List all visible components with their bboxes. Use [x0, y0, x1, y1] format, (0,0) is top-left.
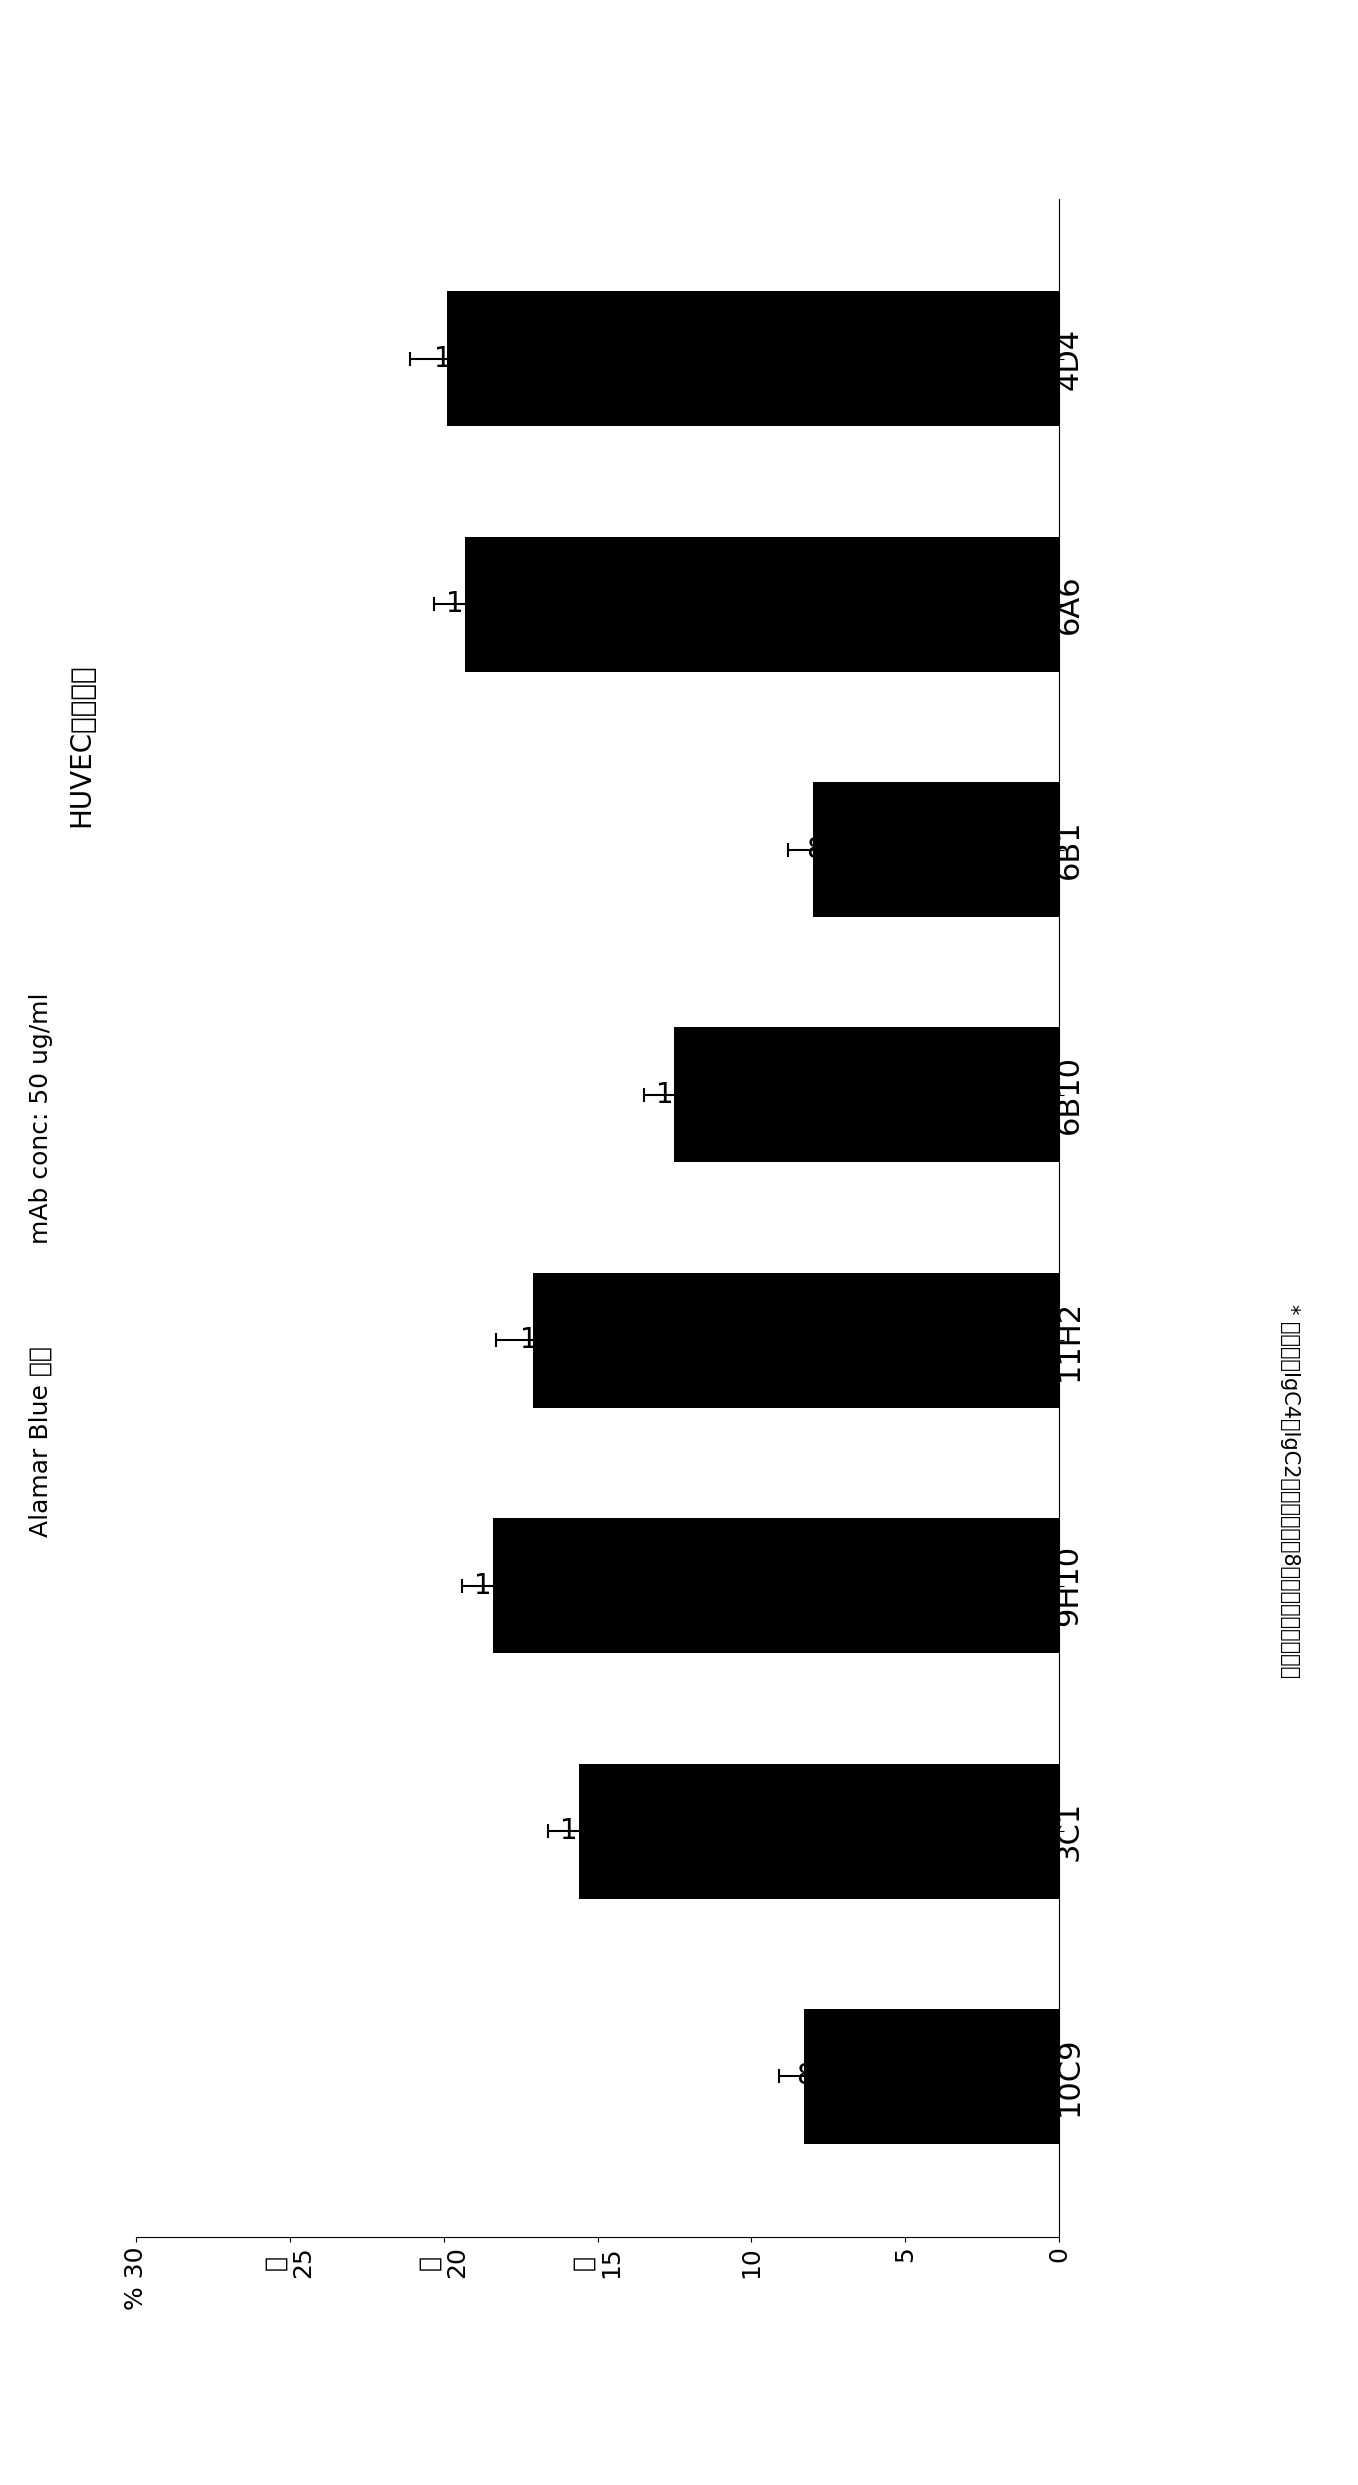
Bar — [532, 1272, 1059, 1409]
Bar — [813, 783, 1059, 917]
Bar — [466, 537, 1059, 671]
Bar — [579, 1764, 1059, 1899]
Text: 8.0: 8.0 — [805, 835, 850, 865]
Text: 19.9: 19.9 — [435, 345, 496, 373]
Text: 18.4: 18.4 — [474, 1571, 536, 1600]
Text: mAb conc: 50 ug/ml: mAb conc: 50 ug/ml — [29, 992, 53, 1245]
Bar — [804, 2008, 1059, 2145]
Bar — [493, 1518, 1059, 1653]
Text: * 归一化至IgC4和IgC2同种型对照。8个试验的数据概括。: * 归一化至IgC4和IgC2同种型对照。8个试验的数据概括。 — [1281, 1305, 1300, 1677]
Text: 17.1: 17.1 — [520, 1327, 583, 1354]
Text: 12.5: 12.5 — [656, 1081, 717, 1108]
Bar — [447, 291, 1059, 427]
Text: Alamar Blue 测定: Alamar Blue 测定 — [29, 1347, 53, 1536]
Text: HUVEC增殖测定: HUVEC增殖测定 — [68, 663, 95, 828]
Bar — [675, 1026, 1059, 1163]
Text: 19.3: 19.3 — [447, 591, 508, 619]
Text: 8.3: 8.3 — [796, 2063, 841, 2090]
Text: 15.6: 15.6 — [561, 1817, 622, 1844]
